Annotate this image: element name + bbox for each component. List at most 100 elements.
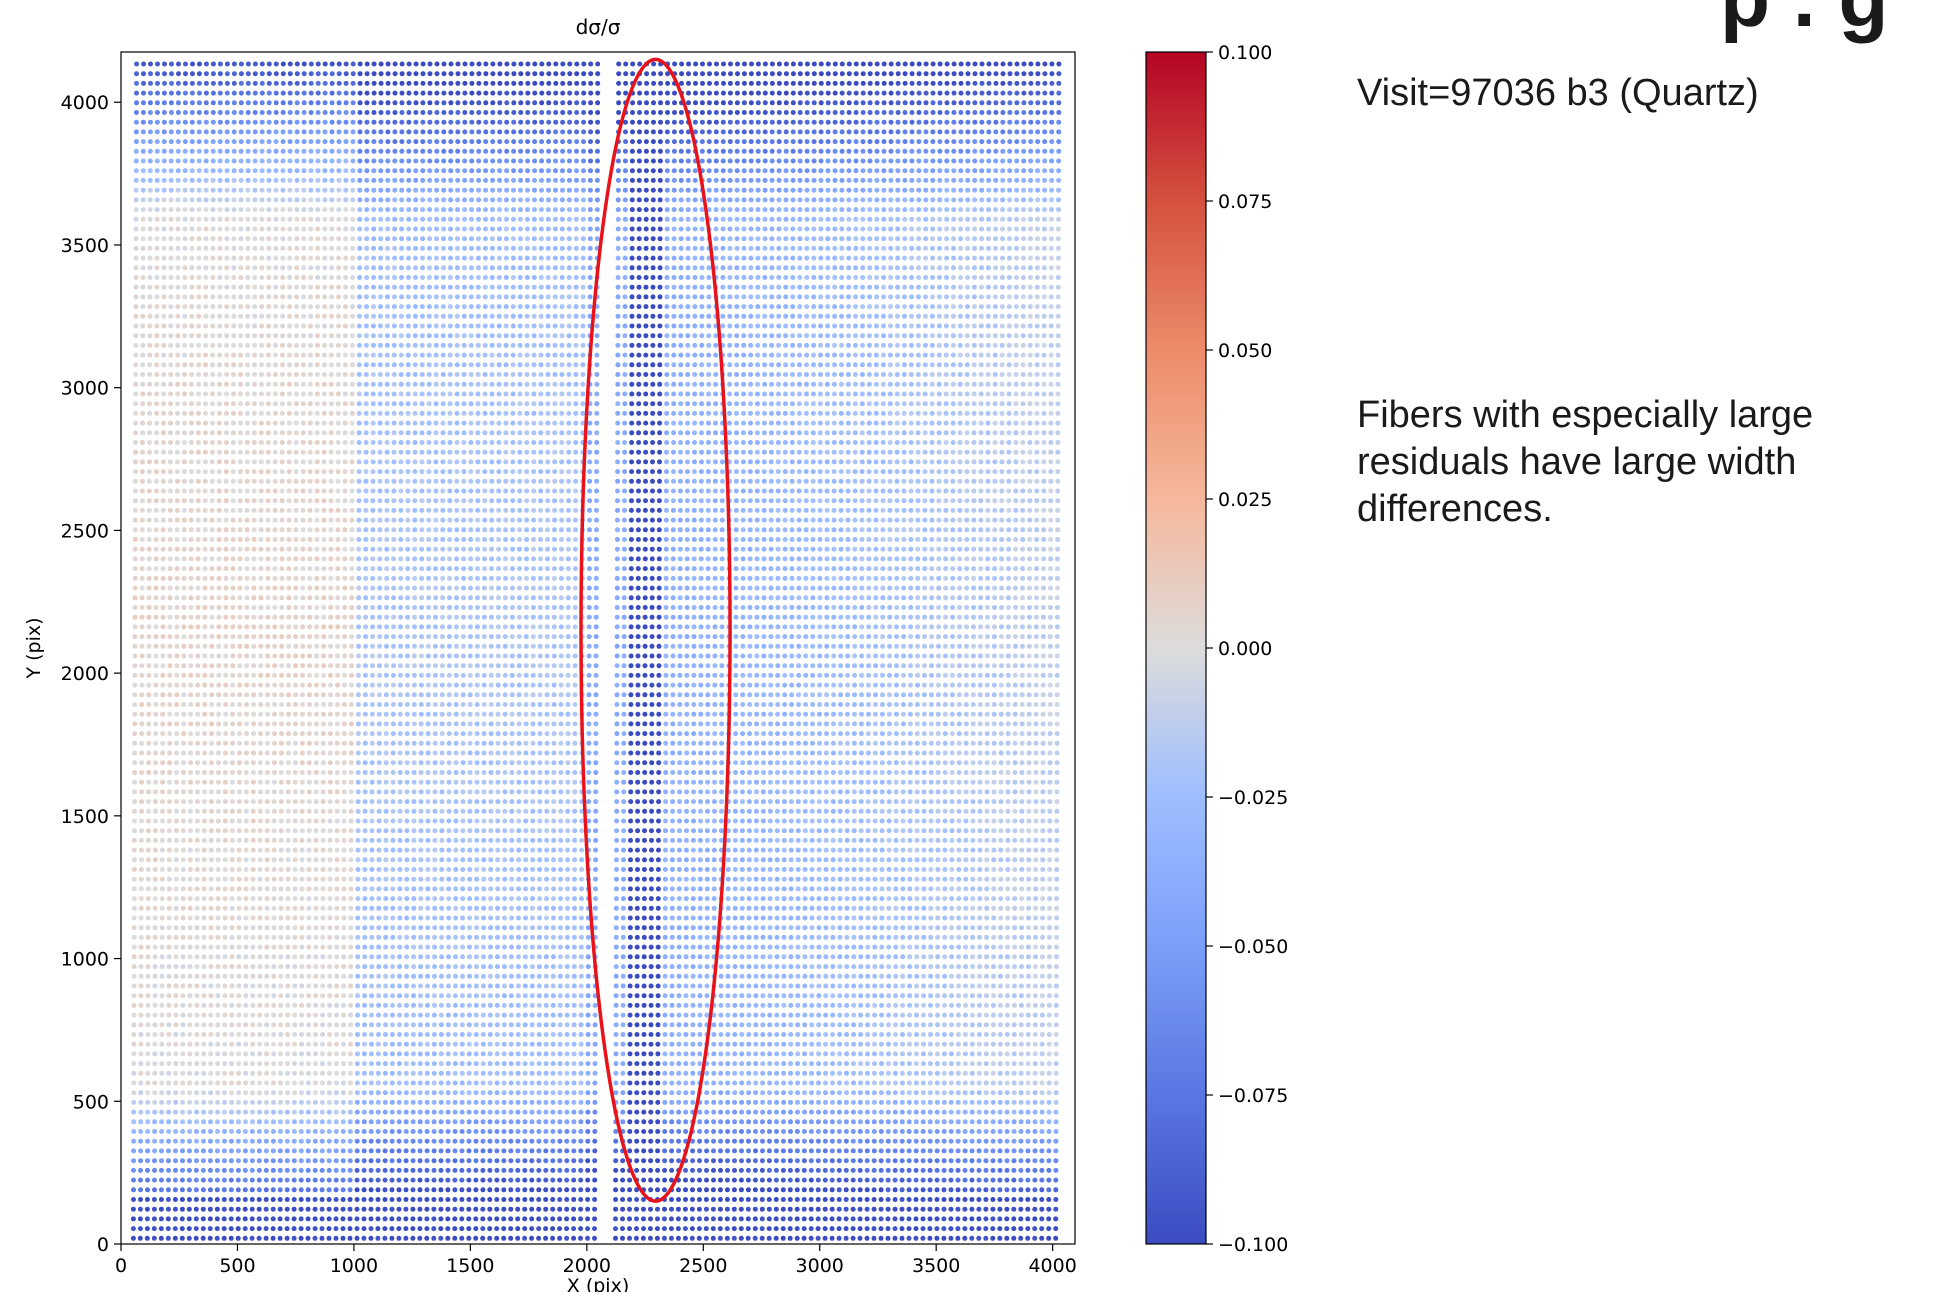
scatter-point	[404, 799, 410, 805]
scatter-point	[264, 973, 270, 979]
scatter-point	[280, 216, 286, 222]
scatter-point	[410, 1187, 416, 1193]
scatter-point	[328, 517, 334, 523]
scatter-point	[194, 799, 200, 805]
scatter-point	[320, 993, 326, 999]
scatter-point	[320, 1002, 326, 1008]
scatter-point	[145, 876, 151, 882]
scatter-point	[146, 702, 152, 707]
scatter-point	[202, 653, 208, 659]
scatter-point	[329, 226, 335, 232]
scatter-point	[172, 1197, 178, 1202]
scatter-point	[370, 605, 376, 610]
scatter-point	[228, 1167, 234, 1173]
scatter-point	[342, 672, 347, 678]
scatter-point	[180, 808, 186, 814]
scatter-point	[301, 352, 306, 358]
scatter-point	[327, 711, 333, 717]
scatter-point	[181, 517, 187, 523]
scatter-point	[209, 750, 214, 756]
scatter-point	[202, 721, 208, 727]
scatter-point	[280, 362, 285, 368]
scatter-point	[412, 537, 418, 542]
scatter-point	[181, 624, 187, 630]
scatter-point	[166, 1070, 172, 1076]
scatter-point	[404, 867, 410, 872]
scatter-point	[327, 993, 333, 999]
scatter-point	[266, 71, 272, 77]
scatter-point	[348, 1002, 354, 1008]
scatter-point	[145, 1002, 151, 1008]
scatter-point	[138, 1158, 144, 1164]
scatter-point	[355, 789, 361, 795]
scatter-point	[216, 537, 222, 542]
scatter-point	[202, 663, 208, 669]
scatter-point	[174, 653, 180, 659]
scatter-point	[174, 799, 179, 805]
scatter-point	[363, 546, 369, 552]
scatter-point	[284, 1158, 290, 1164]
scatter-point	[270, 1177, 276, 1183]
scatter-point	[278, 1090, 283, 1096]
scatter-point	[280, 139, 286, 145]
scatter-point	[203, 275, 209, 280]
scatter-point	[328, 469, 334, 475]
scatter-point	[140, 119, 146, 125]
scatter-point	[354, 1216, 360, 1222]
scatter-point	[161, 449, 166, 455]
scatter-point	[391, 624, 397, 630]
scatter-point	[160, 779, 166, 785]
scatter-point	[174, 469, 180, 475]
scatter-point	[271, 915, 277, 921]
scatter-point	[250, 837, 256, 843]
scatter-point	[308, 61, 314, 67]
scatter-point	[377, 401, 383, 407]
scatter-point	[382, 1051, 388, 1057]
scatter-point	[272, 478, 278, 484]
scatter-point	[151, 1235, 157, 1241]
scatter-point	[189, 245, 195, 251]
scatter-point	[321, 556, 327, 562]
scatter-point	[277, 1109, 283, 1115]
scatter-point	[160, 459, 166, 465]
scatter-point	[250, 808, 256, 814]
scatter-point	[368, 1216, 374, 1222]
scatter-point	[245, 71, 251, 77]
scatter-point	[348, 770, 354, 775]
scatter-point	[271, 847, 277, 853]
scatter-point	[410, 1158, 416, 1164]
scatter-point	[139, 537, 145, 542]
scatter-point	[167, 585, 173, 591]
scatter-point	[405, 595, 411, 601]
scatter-point	[203, 168, 209, 174]
scatter-point	[196, 119, 202, 125]
scatter-point	[398, 634, 403, 640]
scatter-point	[166, 983, 172, 989]
scatter-point	[334, 915, 340, 921]
scatter-point	[363, 672, 368, 678]
scatter-point	[216, 643, 222, 649]
scatter-point	[209, 546, 215, 552]
scatter-point	[343, 207, 349, 213]
scatter-point	[140, 207, 146, 213]
scatter-point	[399, 119, 405, 125]
scatter-point	[349, 682, 354, 688]
scatter-point	[180, 1138, 185, 1144]
scatter-point	[222, 1022, 228, 1028]
scatter-point	[342, 663, 347, 669]
scatter-point	[361, 1070, 367, 1076]
scatter-point	[173, 954, 179, 960]
scatter-point	[159, 925, 165, 931]
scatter-point	[194, 867, 200, 872]
scatter-point	[349, 527, 355, 533]
scatter-point	[376, 857, 382, 863]
scatter-point	[236, 799, 242, 805]
scatter-point	[355, 818, 361, 824]
scatter-point	[326, 1216, 332, 1222]
scatter-point	[305, 1197, 311, 1202]
scatter-point	[189, 372, 195, 377]
scatter-point	[258, 498, 264, 504]
scatter-point	[397, 672, 403, 678]
scatter-point	[146, 799, 151, 805]
scatter-point	[180, 983, 186, 989]
